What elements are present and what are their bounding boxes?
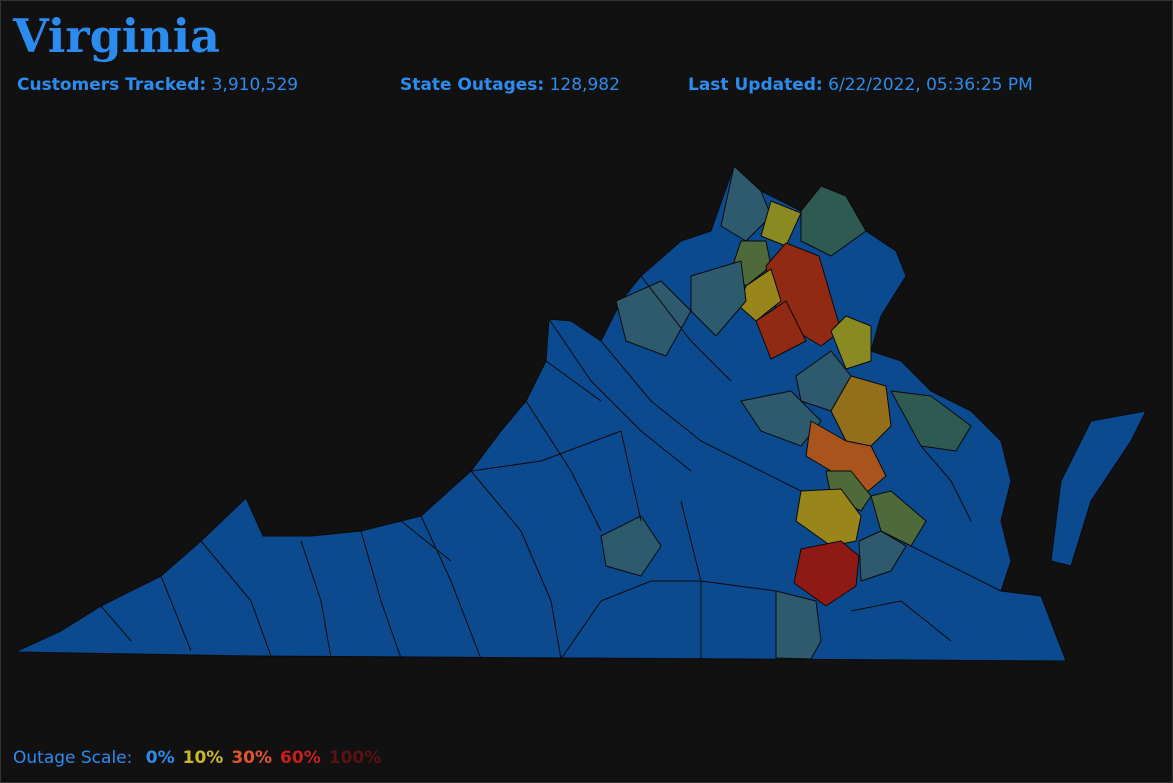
eastern-shore xyxy=(1050,410,1147,567)
stat-label: Last Updated: xyxy=(688,75,823,95)
stat: Customers Tracked: 3,910,529 xyxy=(17,75,298,95)
county xyxy=(600,515,662,577)
stat-label: Customers Tracked: xyxy=(17,75,207,95)
county xyxy=(775,590,822,660)
county xyxy=(805,420,887,494)
page-title: Virginia xyxy=(13,9,220,63)
county-lines xyxy=(100,275,1002,660)
county xyxy=(793,540,860,607)
county xyxy=(830,315,872,370)
county xyxy=(795,488,862,547)
county xyxy=(800,185,867,257)
legend-item: 30% xyxy=(231,748,273,768)
legend-label: Outage Scale: xyxy=(13,748,133,768)
county xyxy=(858,530,907,582)
stat-value: 3,910,529 xyxy=(211,75,299,95)
stat: State Outages: 128,982 xyxy=(400,75,620,95)
legend: Outage Scale: 0% 10% 30% 60% 100% xyxy=(13,748,381,768)
stat-value: 6/22/2022, 05:36:25 PM xyxy=(828,75,1033,95)
county xyxy=(690,260,747,337)
county xyxy=(755,300,807,360)
stat: Last Updated: 6/22/2022, 05:36:25 PM xyxy=(688,75,1033,95)
county xyxy=(870,490,927,547)
legend-item: 60% xyxy=(280,748,321,768)
stat-value: 128,982 xyxy=(549,75,620,95)
county xyxy=(890,390,972,452)
county xyxy=(615,280,692,357)
legend-item: 0% xyxy=(145,748,175,768)
stat-label: State Outages: xyxy=(400,75,545,95)
legend-item: 10% xyxy=(182,748,224,768)
legend-item: 100% xyxy=(328,748,382,768)
state-map xyxy=(14,165,1147,662)
county xyxy=(720,165,772,242)
